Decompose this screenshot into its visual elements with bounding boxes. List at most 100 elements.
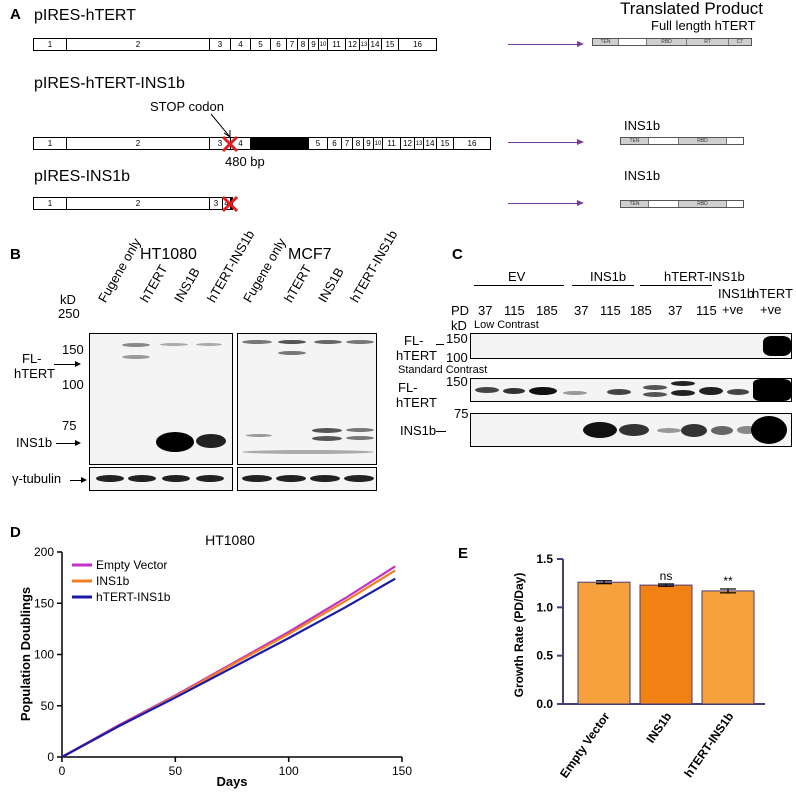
significance-label: ** — [723, 574, 733, 588]
fl-label: FL- — [398, 380, 418, 395]
blot-ht1080 — [89, 333, 233, 465]
exon: 14 — [424, 138, 437, 149]
series-line — [61, 577, 396, 758]
stop-x-icon — [221, 195, 239, 213]
blot-ins1b — [470, 413, 792, 447]
exon: 10 — [319, 39, 328, 50]
legend-label: INS1b — [96, 574, 130, 588]
translation-arrow — [508, 200, 584, 206]
pd-value: 185 — [630, 303, 652, 318]
lane-label: hTERT-INS1b — [347, 227, 401, 305]
control-label: +ve — [760, 302, 782, 317]
stop-pointer-arrow — [210, 113, 231, 138]
ins1b-label: INS1b — [16, 435, 53, 450]
significance-label: ns — [660, 569, 673, 583]
exon: 1 — [34, 138, 67, 149]
domain-ten: TEN — [593, 39, 619, 45]
marker-150: 150 — [62, 342, 84, 357]
ins1b-label: INS1b — [400, 423, 437, 438]
domain-rbd: RBD — [647, 39, 687, 45]
construct-name: pIRES-hTERT-INS1b — [34, 75, 185, 92]
gene-map: 1 2 3 4 5 6 7 8 9 10 11 12 13 14 15 16 — [33, 137, 491, 150]
x-tick-label: 50 — [169, 764, 183, 778]
cell-line-label: HT1080 — [140, 246, 197, 263]
tubulin-arrow — [70, 477, 87, 483]
lane-label: hTERT — [137, 262, 171, 305]
marker-150: 150 — [446, 331, 468, 346]
marker-75: 75 — [62, 418, 77, 433]
construct-name: pIRES-INS1b — [34, 168, 131, 185]
y-tick-label: 0.5 — [536, 649, 553, 663]
group-label: hTERT-INS1b — [664, 269, 745, 284]
product-title: INS1b — [624, 118, 661, 133]
domain-ct: CT — [729, 39, 751, 45]
y-tick-label: 200 — [34, 545, 54, 559]
lane-label: Fugene only — [95, 235, 144, 305]
product-title: INS1b — [624, 168, 661, 183]
protein-diagram: TEN RBD — [620, 137, 744, 145]
exon: 12 — [346, 39, 360, 50]
panel-c-label: C — [452, 246, 463, 263]
translation-arrow — [508, 41, 584, 47]
y-axis-label: Population Doublings — [18, 587, 33, 721]
pd-value: 115 — [600, 303, 621, 318]
exon: 7 — [287, 39, 298, 50]
x-tick-label: 0 — [59, 764, 66, 778]
panel-d-label: D — [10, 524, 21, 541]
x-tick-label: 150 — [392, 764, 412, 778]
pd-value: 37 — [574, 303, 589, 318]
fl-label: FL- — [404, 333, 424, 348]
bar — [577, 581, 631, 705]
category-label: INS1b — [643, 710, 674, 746]
lane-label: hTERT — [281, 262, 315, 305]
exon: 13 — [415, 138, 424, 149]
bar — [639, 584, 693, 705]
category-label: hTERT-INS1b — [681, 710, 736, 780]
standard-contrast-label: Standard Contrast — [398, 364, 488, 376]
blot-low-contrast — [470, 333, 792, 359]
stop-codon-label: STOP codon — [150, 99, 224, 114]
x-tick-label: 100 — [279, 764, 299, 778]
exon: 2 — [67, 198, 210, 209]
low-contrast-label: Low Contrast — [474, 319, 539, 331]
translated-product-header: Translated Product — [620, 0, 763, 18]
exon: 16 — [467, 139, 477, 148]
exon: 6 — [271, 39, 287, 50]
exon: 1 — [34, 39, 67, 50]
exon: 16 — [413, 40, 422, 49]
domain-ten: TEN — [621, 138, 649, 144]
domain-rbd: RBD — [679, 138, 727, 144]
y-tick-label: 1.5 — [536, 552, 553, 566]
fl-label: FL- — [22, 351, 42, 366]
blot-mcf7-tubulin — [237, 467, 377, 491]
lane-label: INS1B — [171, 264, 203, 305]
exon: 5 — [309, 138, 328, 149]
htert-label: hTERT — [396, 348, 437, 363]
exon: 3 — [210, 198, 223, 209]
marker-100: 100 — [62, 377, 84, 392]
protein-diagram: TEN RBD RT CT — [592, 38, 752, 46]
bar — [701, 590, 755, 705]
htert-label: hTERT — [396, 395, 437, 410]
growth-line-chart: HT1080 0 50 100 150 200 0 50 100 150 Empty Vect… — [18, 532, 412, 789]
gene-map: 1 2 3 4 5 6 7 8 9 10 11 12 13 14 15 16 — [33, 38, 437, 51]
exon: 2 — [67, 39, 210, 50]
exon: 9 — [364, 138, 374, 149]
pd-value: 37 — [478, 303, 493, 318]
exon: 12 — [401, 138, 415, 149]
marker-250: 250 — [58, 306, 80, 321]
category-label: Empty Vector — [557, 709, 613, 780]
exon: 3 — [210, 39, 231, 50]
panel-b-label: B — [10, 246, 21, 263]
fl-htert-arrow — [54, 361, 81, 367]
exon: 15 — [382, 39, 399, 50]
marker-100: 100 — [446, 350, 468, 365]
exon: 13 — [360, 39, 369, 50]
pd-value: 185 — [536, 303, 558, 318]
control-label: INS1b — [718, 286, 755, 301]
group-underline — [474, 285, 564, 286]
x-axis-label: Days — [216, 774, 247, 789]
ins1b-arrow — [56, 440, 81, 446]
blot-standard-contrast — [470, 378, 792, 402]
exon: 11 — [328, 39, 346, 50]
